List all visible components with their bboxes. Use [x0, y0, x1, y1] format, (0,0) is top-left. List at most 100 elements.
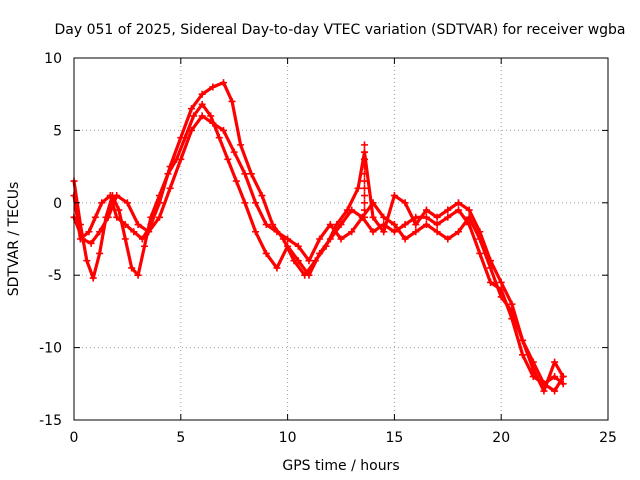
data-point — [224, 155, 232, 163]
data-point — [360, 141, 368, 149]
data-point — [433, 221, 441, 229]
data-point — [145, 228, 153, 236]
data-point — [207, 112, 215, 120]
data-point — [326, 221, 334, 229]
data-point — [121, 235, 129, 243]
data-point — [422, 213, 430, 221]
data-point — [228, 97, 236, 105]
data-point — [360, 192, 368, 200]
data-point — [476, 249, 484, 257]
data-point — [390, 221, 398, 229]
data-point — [422, 206, 430, 214]
data-point — [454, 199, 462, 207]
y-tick-label: -10 — [39, 341, 62, 357]
data-point — [360, 184, 368, 192]
x-tick-labels: 0 5 10 15 20 25 — [70, 430, 617, 446]
data-point — [369, 199, 377, 207]
data-point — [508, 307, 516, 315]
chart-title: Day 051 of 2025, Sidereal Day-to-day VTE… — [54, 22, 625, 38]
data-point — [360, 148, 368, 156]
data-point — [540, 387, 548, 395]
data-point — [220, 79, 228, 87]
data-point — [89, 274, 97, 282]
x-tick-label: 15 — [385, 430, 403, 446]
data-point — [258, 192, 266, 200]
data-point — [333, 221, 341, 229]
data-point — [284, 235, 292, 243]
data-point — [128, 264, 136, 272]
data-point — [187, 126, 195, 134]
data-series — [70, 79, 567, 395]
data-point — [123, 199, 131, 207]
data-point — [83, 257, 91, 265]
data-point — [343, 206, 351, 214]
data-point — [360, 155, 368, 163]
data-point — [262, 221, 270, 229]
data-point — [497, 293, 505, 301]
data-point — [290, 257, 298, 265]
data-point — [316, 235, 324, 243]
data-point — [433, 228, 441, 236]
data-point — [209, 119, 217, 127]
data-point — [508, 300, 516, 308]
data-point — [551, 373, 559, 381]
data-point — [337, 235, 345, 243]
data-point — [444, 206, 452, 214]
data-point — [113, 192, 121, 200]
data-point — [369, 228, 377, 236]
data-point — [390, 228, 398, 236]
data-point — [422, 221, 430, 229]
data-point — [273, 228, 281, 236]
data-point — [487, 278, 495, 286]
data-point — [87, 239, 95, 247]
x-tick-label: 25 — [599, 430, 617, 446]
data-point — [241, 199, 249, 207]
data-point — [444, 213, 452, 221]
data-point — [465, 213, 473, 221]
data-point — [360, 206, 368, 214]
data-point — [540, 380, 548, 388]
y-tick-label: 5 — [53, 123, 62, 139]
data-point — [348, 228, 356, 236]
data-point — [369, 213, 377, 221]
data-point — [311, 257, 319, 265]
data-point — [380, 213, 388, 221]
data-point — [454, 206, 462, 214]
data-point — [360, 213, 368, 221]
data-point — [247, 170, 255, 178]
data-point — [551, 387, 559, 395]
data-point — [360, 163, 368, 171]
data-point — [294, 242, 302, 250]
data-point — [519, 351, 527, 359]
x-tick-label: 10 — [279, 430, 297, 446]
spike-marker — [360, 141, 368, 221]
data-point — [305, 257, 313, 265]
x-tick-label: 5 — [176, 430, 185, 446]
data-point — [106, 192, 114, 200]
data-point — [412, 228, 420, 236]
data-point — [454, 228, 462, 236]
series-line — [72, 114, 565, 393]
data-point — [198, 100, 206, 108]
series-line — [72, 102, 565, 386]
data-point — [166, 163, 174, 171]
data-point — [401, 235, 409, 243]
data-point — [269, 221, 277, 229]
data-point — [301, 271, 309, 279]
data-point — [166, 184, 174, 192]
data-point — [262, 249, 270, 257]
y-tick-labels: -15 -10 -5 0 5 10 — [39, 51, 62, 429]
x-tick-label: 0 — [70, 430, 79, 446]
y-tick-label: 10 — [44, 51, 62, 67]
data-point — [215, 134, 223, 142]
y-axis-label: SDTVAR / TECUs — [6, 182, 22, 297]
y-tick-label: -5 — [48, 268, 62, 284]
data-point — [130, 228, 138, 236]
data-point — [113, 213, 121, 221]
data-point — [476, 235, 484, 243]
data-point — [91, 213, 99, 221]
data-point — [96, 249, 104, 257]
data-point — [115, 206, 123, 214]
y-tick-label: -15 — [39, 413, 62, 429]
